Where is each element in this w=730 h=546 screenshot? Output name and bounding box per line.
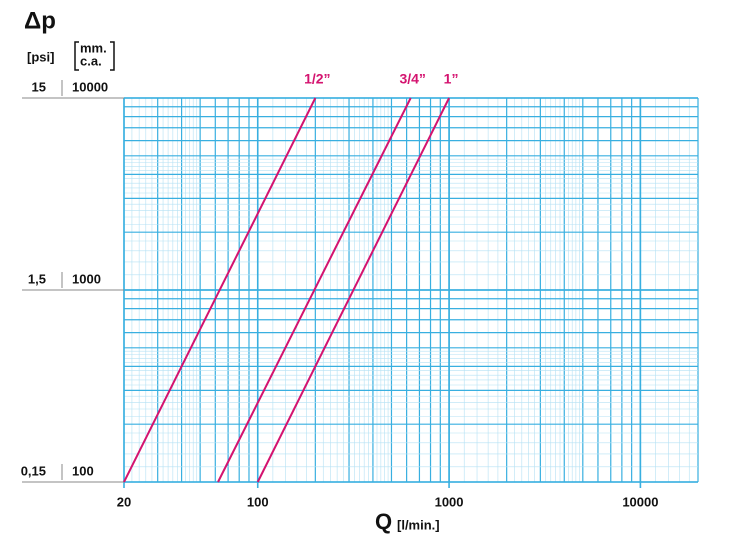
x-tick-label: 20 <box>117 494 131 509</box>
chart-title: Δp <box>24 7 56 34</box>
y2-tick-label: 1,5 <box>28 271 46 286</box>
series-line <box>256 97 450 483</box>
series-label: 1” <box>444 71 459 87</box>
x-tick-label: 1000 <box>435 494 464 509</box>
x-tick-label: 100 <box>247 494 269 509</box>
x-tick-label: 10000 <box>622 494 658 509</box>
y2-tick-label: 15 <box>32 79 46 94</box>
y-axis-label: c.a. <box>80 53 102 68</box>
series-label: 1/2” <box>304 71 330 87</box>
series-label: 3/4” <box>399 71 425 87</box>
y-tick-label: 10000 <box>72 79 108 94</box>
y2-axis-label: [psi] <box>27 49 54 64</box>
series-line <box>123 97 317 483</box>
y-tick-label: 1000 <box>72 271 101 286</box>
y-axis-label: mm. <box>80 40 107 55</box>
x-axis-unit: [l/min.] <box>397 517 440 532</box>
y-tick-label: 100 <box>72 463 94 478</box>
y2-tick-label: 0,15 <box>21 463 46 478</box>
x-axis-label: Q <box>375 509 392 534</box>
series-line <box>217 97 412 483</box>
bracket <box>74 41 115 71</box>
